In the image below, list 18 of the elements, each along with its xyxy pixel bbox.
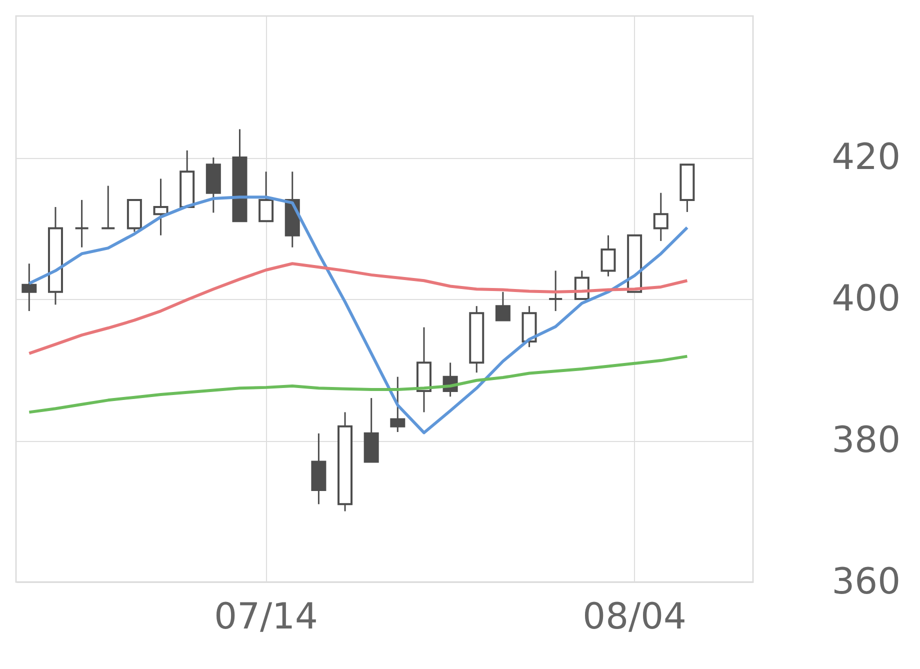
candlestick [548, 270, 564, 312]
candlestick [74, 199, 90, 248]
candlestick [495, 291, 510, 322]
candlestick [258, 170, 274, 222]
y-tick-label: 380 [832, 420, 900, 461]
y-tick-label: 360 [832, 562, 900, 602]
candlestick [153, 178, 168, 236]
candlestick [22, 262, 37, 312]
candlestick [653, 192, 668, 242]
candlestick [600, 234, 616, 278]
line-series [28, 354, 689, 414]
y-tick-label: 420 [832, 137, 900, 178]
candlestick [390, 376, 406, 433]
y-tick-label: 400 [832, 278, 900, 320]
x-tick-label: 07/14 [214, 596, 318, 638]
candlestick [100, 185, 116, 230]
x-tick-label: 08/04 [582, 596, 686, 638]
line-series [28, 262, 689, 355]
